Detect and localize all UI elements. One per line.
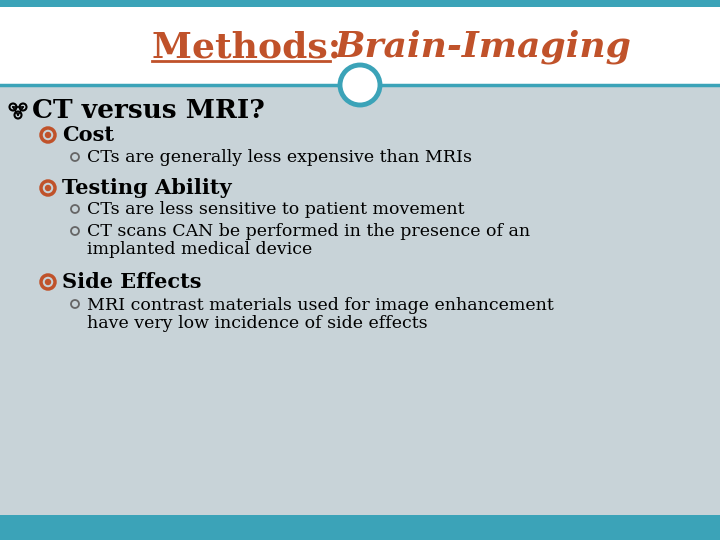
Text: Brain-Imaging: Brain-Imaging bbox=[335, 30, 632, 64]
FancyBboxPatch shape bbox=[0, 515, 720, 540]
Circle shape bbox=[45, 186, 50, 191]
Text: have very low incidence of side effects: have very low incidence of side effects bbox=[87, 314, 428, 332]
Text: CTs are generally less expensive than MRIs: CTs are generally less expensive than MR… bbox=[87, 150, 472, 166]
Text: MRI contrast materials used for image enhancement: MRI contrast materials used for image en… bbox=[87, 296, 554, 314]
FancyBboxPatch shape bbox=[0, 0, 720, 7]
Text: Cost: Cost bbox=[62, 125, 114, 145]
FancyBboxPatch shape bbox=[0, 85, 720, 515]
Circle shape bbox=[340, 65, 380, 105]
Text: CT scans CAN be performed in the presence of an: CT scans CAN be performed in the presenc… bbox=[87, 224, 530, 240]
Circle shape bbox=[45, 132, 50, 138]
Text: Side Effects: Side Effects bbox=[62, 272, 202, 292]
Text: CTs are less sensitive to patient movement: CTs are less sensitive to patient moveme… bbox=[87, 201, 464, 219]
Text: Methods:: Methods: bbox=[152, 30, 354, 64]
FancyBboxPatch shape bbox=[0, 0, 720, 85]
Text: implanted medical device: implanted medical device bbox=[87, 241, 312, 259]
Circle shape bbox=[45, 280, 50, 285]
Text: CT versus MRI?: CT versus MRI? bbox=[32, 98, 265, 123]
Text: Testing Ability: Testing Ability bbox=[62, 178, 232, 198]
